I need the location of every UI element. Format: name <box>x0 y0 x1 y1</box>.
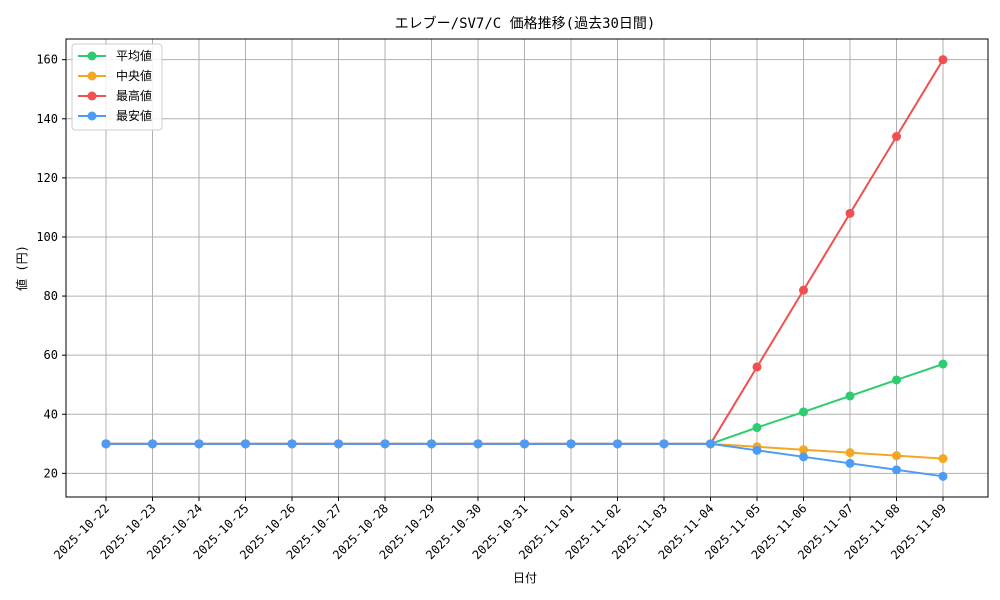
data-point <box>892 375 901 385</box>
data-point <box>752 423 762 433</box>
data-point <box>799 407 808 417</box>
data-point <box>938 471 948 481</box>
data-point <box>566 439 576 449</box>
data-point <box>799 445 808 455</box>
data-point <box>659 439 669 449</box>
data-point <box>194 439 204 449</box>
data-point <box>845 448 855 458</box>
y-tick-label: 80 <box>44 289 58 303</box>
legend-box <box>71 43 163 131</box>
y-tick-label: 160 <box>36 53 58 67</box>
series-layer <box>101 55 948 481</box>
y-tick-label: 60 <box>44 348 58 362</box>
data-point <box>473 439 483 449</box>
data-point <box>334 439 343 449</box>
data-point <box>845 391 855 401</box>
data-point <box>845 208 855 218</box>
y-tick-label: 120 <box>36 171 58 185</box>
x-axis-label: 日付 <box>513 571 537 585</box>
legend-swatch-marker <box>87 71 97 81</box>
legend-label: 平均値 <box>116 48 152 63</box>
data-point <box>427 439 436 449</box>
legend-label: 中央値 <box>116 68 152 83</box>
y-tick-label: 40 <box>44 407 58 421</box>
data-point <box>241 439 250 449</box>
y-axis-label: 値 (円) <box>14 245 29 291</box>
data-point <box>799 452 808 462</box>
data-point <box>148 439 157 449</box>
axes: 2025-10-222025-10-232025-10-242025-10-25… <box>36 38 989 562</box>
plot-frame <box>65 38 989 498</box>
legend-label: 最安値 <box>116 108 152 123</box>
data-point <box>380 439 390 449</box>
y-tick-label: 100 <box>36 230 58 244</box>
legend-swatch-marker <box>87 111 97 121</box>
data-point <box>938 359 948 369</box>
data-point <box>892 132 901 142</box>
data-point <box>706 439 715 449</box>
data-point <box>938 454 948 464</box>
data-point <box>892 465 901 475</box>
data-point <box>287 439 297 449</box>
legend-swatch-marker <box>87 91 97 101</box>
data-point <box>845 458 855 468</box>
series-3 <box>101 439 948 481</box>
data-point <box>799 285 808 295</box>
data-point <box>752 445 762 455</box>
data-point <box>613 439 622 449</box>
y-tick-label: 140 <box>36 112 58 126</box>
data-point <box>938 55 948 65</box>
y-tick-label: 20 <box>44 466 58 480</box>
legend-swatch-marker <box>87 51 97 61</box>
data-point <box>892 451 901 461</box>
data-point <box>752 362 762 372</box>
chart-title: エレブー/SV7/C 価格推移(過去30日間) <box>395 15 656 32</box>
legend-label: 最高値 <box>116 88 152 103</box>
data-point <box>520 439 529 449</box>
grid <box>66 39 988 497</box>
data-point <box>101 439 111 449</box>
